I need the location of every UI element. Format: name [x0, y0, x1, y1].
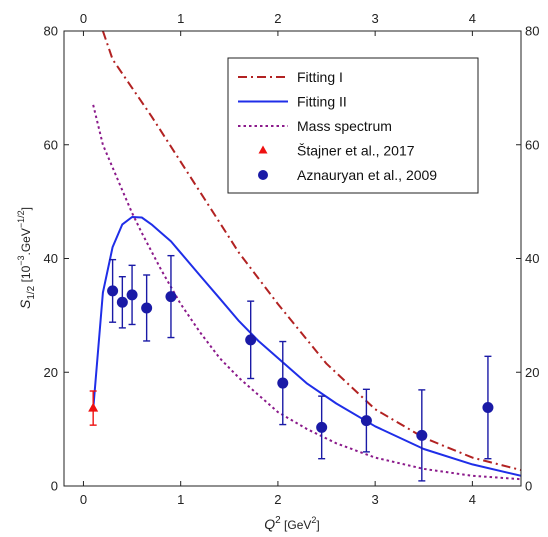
- y-tick-label-left: 20: [44, 365, 58, 380]
- series-group: [88, 31, 521, 482]
- data-point-circle: [126, 289, 138, 301]
- x-tick-label-top: 0: [80, 11, 87, 26]
- data-point-circle: [360, 415, 372, 427]
- legend-box: [227, 57, 479, 194]
- x-tick-label-bottom: 1: [177, 492, 184, 507]
- data-point-circle: [116, 296, 128, 308]
- y-tick-label-right: 80: [525, 24, 539, 39]
- x-tick-label-top: 2: [274, 11, 281, 26]
- data-point-triangle: [88, 402, 99, 412]
- legend-swatch-4: [258, 170, 268, 180]
- x-tick-label-top: 1: [177, 11, 184, 26]
- y-tick-label-right: 0: [525, 479, 532, 494]
- y-axis-title: S1/2 [10−3.GeV−1/2]: [16, 207, 37, 309]
- y-tick-label-right: 60: [525, 137, 539, 152]
- x-tick-label-bottom: 4: [469, 492, 476, 507]
- x-axis-title: Q2 [GeV2]: [264, 515, 320, 532]
- legend-label-4: Aznauryan et al., 2009: [297, 167, 437, 183]
- y-tick-label-right: 20: [525, 365, 539, 380]
- legend: Fitting I Fitting II Mass spectrum Štajner …: [227, 57, 479, 194]
- data-point-circle: [107, 285, 119, 297]
- x-tick-label-bottom: 3: [372, 492, 379, 507]
- y-tick-label-left: 80: [44, 24, 58, 39]
- series-layer: [88, 31, 521, 482]
- x-tick-label-top: 3: [372, 11, 379, 26]
- data-point-circle: [416, 429, 428, 441]
- x-tick-label-top: 4: [469, 11, 476, 26]
- legend-label-3: Štajner et al., 2017: [297, 143, 415, 159]
- data-point-circle: [316, 421, 328, 433]
- legend-label-0: Fitting I: [297, 69, 343, 85]
- data-point-circle: [277, 377, 289, 389]
- legend-label-1: Fitting II: [297, 94, 347, 110]
- legend-swatch-3: [258, 145, 268, 154]
- data-point-circle: [141, 302, 153, 314]
- data-point-circle: [165, 291, 177, 303]
- y-tick-label-right: 40: [525, 251, 539, 266]
- x-tick-label-bottom: 2: [274, 492, 281, 507]
- y-tick-label-left: 60: [44, 137, 58, 152]
- x-tick-label-bottom: 0: [80, 492, 87, 507]
- y-tick-label-left: 0: [51, 479, 58, 494]
- legend-label-2: Mass spectrum: [297, 118, 392, 134]
- data-point-circle: [482, 402, 494, 414]
- series-line-0: [101, 31, 521, 472]
- y-tick-label-left: 40: [44, 251, 58, 266]
- data-point-circle: [245, 334, 257, 346]
